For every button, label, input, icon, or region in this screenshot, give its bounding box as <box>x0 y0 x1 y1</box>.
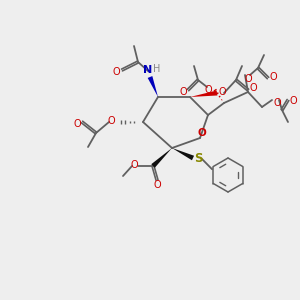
Text: O: O <box>289 96 297 106</box>
Text: O: O <box>204 85 212 95</box>
Polygon shape <box>190 91 218 97</box>
Text: O: O <box>269 72 277 82</box>
Text: O: O <box>73 119 81 129</box>
Text: O: O <box>153 180 161 190</box>
Text: H: H <box>153 64 161 74</box>
Text: O: O <box>218 87 226 97</box>
Text: O: O <box>249 83 257 93</box>
Text: O: O <box>107 116 115 126</box>
Text: N: N <box>143 65 153 75</box>
Polygon shape <box>151 148 172 168</box>
Text: O: O <box>179 87 187 97</box>
Text: O: O <box>130 160 138 170</box>
Polygon shape <box>148 76 158 97</box>
Polygon shape <box>172 148 194 160</box>
Text: O: O <box>112 67 120 77</box>
Text: O: O <box>273 98 281 108</box>
Text: O: O <box>198 128 206 138</box>
Text: S: S <box>194 152 202 164</box>
Text: O: O <box>244 74 252 84</box>
